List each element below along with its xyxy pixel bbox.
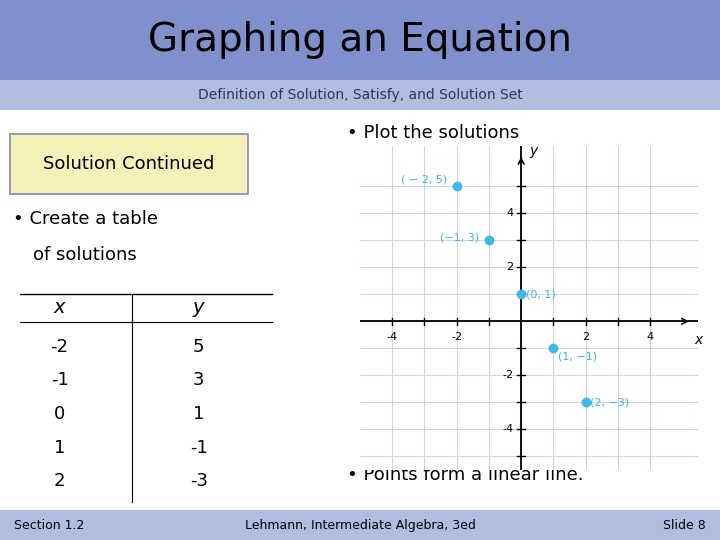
Text: Graphing an Equation: Graphing an Equation — [148, 21, 572, 59]
Text: 0: 0 — [54, 405, 66, 423]
Text: 5: 5 — [193, 338, 204, 356]
Text: Slide 8: Slide 8 — [663, 518, 706, 532]
Text: y: y — [193, 299, 204, 318]
Text: -3: -3 — [190, 472, 208, 490]
Text: 2: 2 — [582, 332, 589, 342]
Text: -4: -4 — [387, 332, 397, 342]
Text: -1: -1 — [50, 372, 68, 389]
Text: • Points form a linear line.: • Points form a linear line. — [347, 466, 583, 484]
Text: Definition of Solution, Satisfy, and Solution Set: Definition of Solution, Satisfy, and Sol… — [197, 88, 523, 102]
Text: Lehmann, Intermediate Algebra, 3ed: Lehmann, Intermediate Algebra, 3ed — [245, 518, 475, 532]
Text: -2: -2 — [451, 332, 462, 342]
Text: Section 1.2: Section 1.2 — [14, 518, 85, 532]
FancyBboxPatch shape — [10, 134, 248, 194]
Text: ( − 2, 5): ( − 2, 5) — [401, 174, 447, 185]
Text: • Create a table: • Create a table — [13, 210, 158, 228]
Text: 4: 4 — [647, 332, 654, 342]
Text: Solution Continued: Solution Continued — [43, 155, 215, 173]
Text: 2: 2 — [506, 262, 513, 272]
Text: -2: -2 — [502, 370, 513, 380]
Text: (−1, 3): (−1, 3) — [440, 233, 480, 242]
Text: 2: 2 — [54, 472, 66, 490]
Text: 1: 1 — [193, 405, 204, 423]
Text: (2, −3): (2, −3) — [590, 397, 630, 407]
Text: (1, −1): (1, −1) — [558, 352, 598, 361]
Text: y: y — [529, 144, 537, 158]
Text: of solutions: of solutions — [33, 246, 137, 264]
Text: 1: 1 — [54, 439, 66, 457]
Text: 3: 3 — [193, 372, 204, 389]
Text: • Plot the solutions: • Plot the solutions — [347, 124, 519, 141]
Text: 4: 4 — [506, 208, 513, 218]
Text: -1: -1 — [190, 439, 207, 457]
Text: (0, 1): (0, 1) — [526, 289, 556, 299]
Text: x: x — [54, 299, 66, 318]
Text: -4: -4 — [502, 424, 513, 434]
Text: -2: -2 — [50, 338, 68, 356]
Text: x: x — [694, 333, 703, 347]
